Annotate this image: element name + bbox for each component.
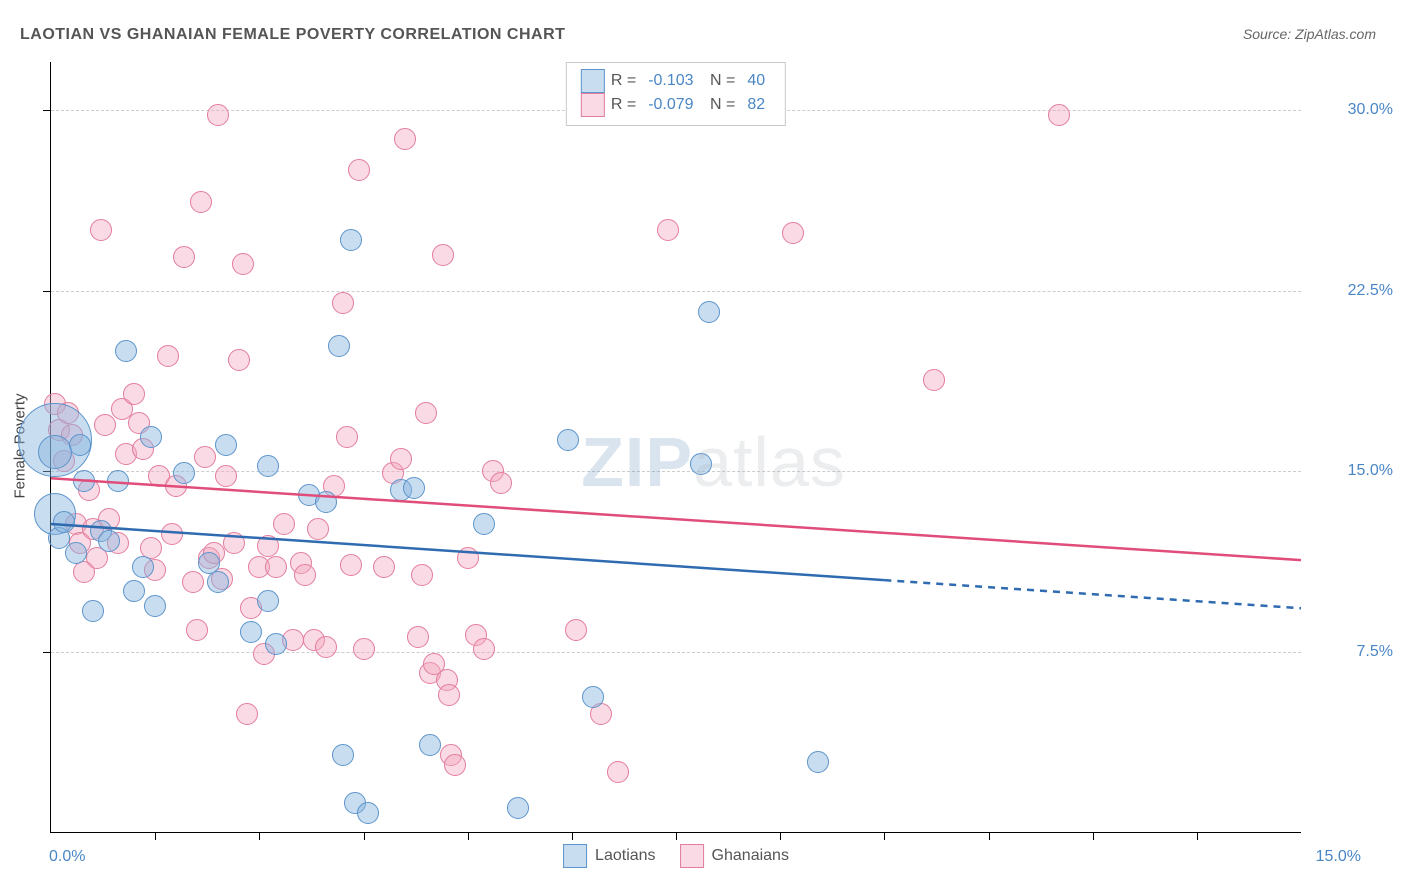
stats-n-label: N = [706, 69, 736, 93]
x-axis-max-label: 15.0% [1316, 848, 1361, 866]
y-tick-mark [43, 291, 51, 292]
x-tick-mark [780, 832, 781, 840]
stats-row-ghanaians: R = -0.079 N = 82 [581, 93, 771, 117]
stats-n-value-ghanaians: 82 [747, 93, 765, 117]
y-tick-label: 15.0% [1313, 462, 1393, 480]
stats-n-value-laotians: 40 [747, 69, 765, 93]
stats-r-value-laotians: -0.103 [648, 69, 693, 93]
x-tick-mark [884, 832, 885, 840]
plot-area: ZIPatlas R = -0.103 N = 40 R = -0.079 N … [50, 62, 1301, 833]
y-tick-label: 7.5% [1313, 643, 1393, 661]
stats-r-label: R = [611, 93, 636, 117]
stats-row-laotians: R = -0.103 N = 40 [581, 69, 771, 93]
x-tick-mark [468, 832, 469, 840]
stats-n-label: N = [706, 93, 736, 117]
legend-item-laotians: Laotians [563, 844, 656, 868]
stats-r-label: R = [611, 69, 636, 93]
x-tick-mark [1197, 832, 1198, 840]
regression-lines [51, 62, 1301, 832]
x-tick-mark [155, 832, 156, 840]
legend: Laotians Ghanaians [563, 844, 789, 868]
stats-r-value-ghanaians: -0.079 [648, 93, 693, 117]
stats-box: R = -0.103 N = 40 R = -0.079 N = 82 [566, 62, 786, 126]
x-axis-min-label: 0.0% [49, 848, 85, 866]
legend-label-laotians: Laotians [595, 847, 656, 865]
y-tick-label: 22.5% [1313, 282, 1393, 300]
source-label: Source: ZipAtlas.com [1243, 26, 1376, 42]
x-tick-mark [259, 832, 260, 840]
y-tick-label: 30.0% [1313, 101, 1393, 119]
x-tick-mark [1093, 832, 1094, 840]
chart-title: LAOTIAN VS GHANAIAN FEMALE POVERTY CORRE… [20, 26, 565, 44]
swatch-laotians [581, 69, 605, 93]
x-tick-mark [989, 832, 990, 840]
x-tick-mark [364, 832, 365, 840]
x-tick-mark [572, 832, 573, 840]
y-tick-mark [43, 110, 51, 111]
swatch-ghanaians [581, 93, 605, 117]
y-tick-mark [43, 652, 51, 653]
legend-item-ghanaians: Ghanaians [680, 844, 789, 868]
swatch-laotians [563, 844, 587, 868]
legend-label-ghanaians: Ghanaians [712, 847, 789, 865]
chart-root: LAOTIAN VS GHANAIAN FEMALE POVERTY CORRE… [0, 0, 1406, 892]
swatch-ghanaians [680, 844, 704, 868]
x-tick-mark [676, 832, 677, 840]
